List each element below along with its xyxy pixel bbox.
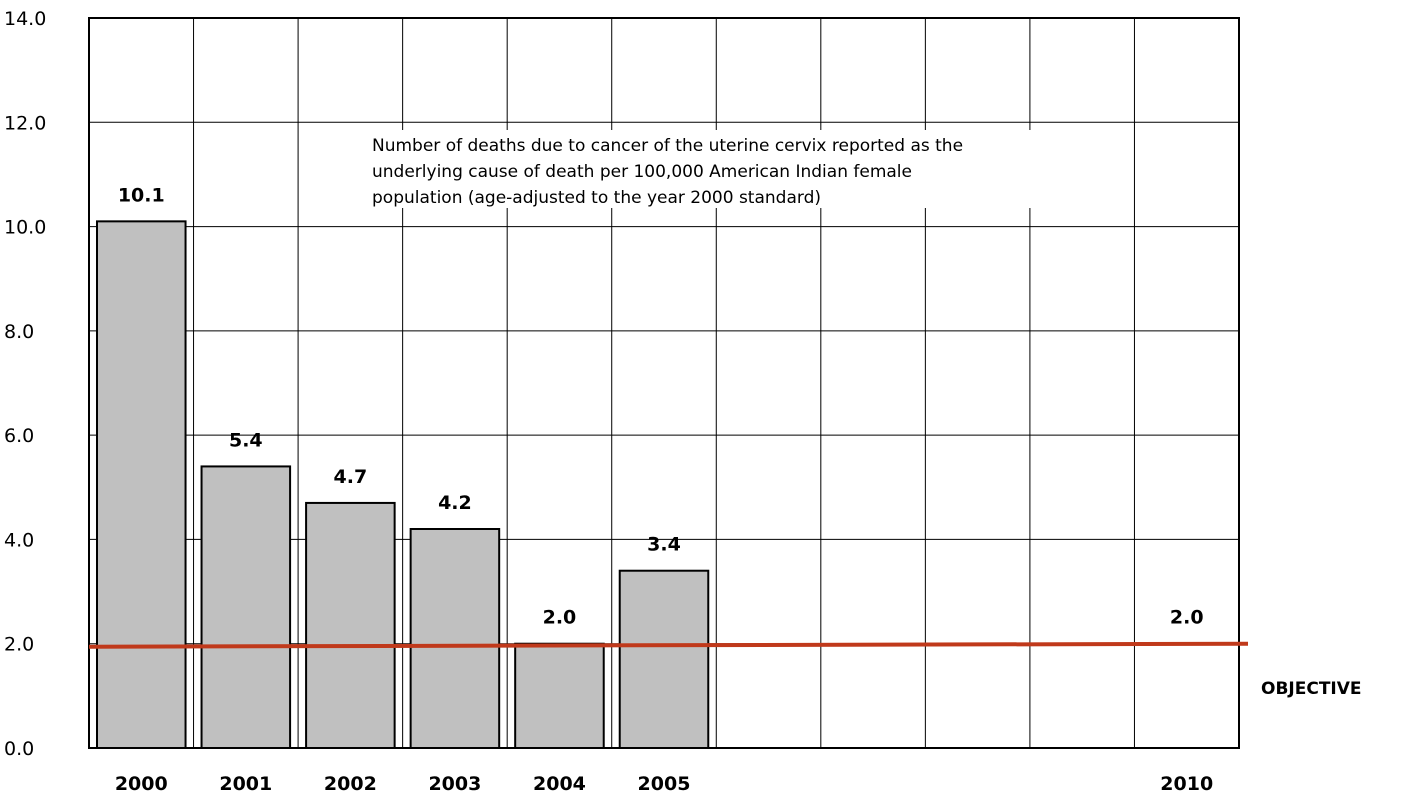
y-tick-label: 12.0 — [4, 112, 46, 134]
value-label-2003: 4.2 — [438, 492, 472, 514]
bar-2000 — [96, 220, 187, 750]
x-tick-label-2001: 2001 — [219, 773, 272, 795]
bar-2001 — [200, 465, 292, 749]
objective-label: OBJECTIVE — [1261, 679, 1362, 699]
objective-line — [88, 641, 1249, 649]
value-labels: 10.1 5.4 4.7 4.2 2.0 3.4 — [118, 184, 681, 628]
bar-2002 — [305, 501, 396, 749]
bars — [96, 220, 710, 750]
y-tick-label: 2.0 — [4, 634, 34, 656]
x-tick-label-2004: 2004 — [533, 773, 586, 795]
bar-2005 — [618, 569, 710, 750]
annotation-line-2: underlying cause of death per 100,000 Am… — [372, 162, 912, 182]
y-tick-label: 4.0 — [4, 529, 34, 551]
value-label-2000: 10.1 — [118, 184, 165, 206]
x-tick-label-2000: 2000 — [115, 773, 168, 795]
x-tick-label-2003: 2003 — [428, 773, 481, 795]
y-tick-label: 6.0 — [4, 425, 34, 447]
y-tick-label: 0.0 — [4, 738, 34, 760]
x-tick-label-2005: 2005 — [638, 773, 691, 795]
y-tick-label: 14.0 — [4, 8, 46, 30]
value-label-2005: 3.4 — [647, 534, 681, 556]
value-label-2002: 4.7 — [334, 466, 368, 488]
x-tick-label-2002: 2002 — [324, 773, 377, 795]
annotation-line-3: population (age-adjusted to the year 200… — [372, 188, 821, 208]
objective-value-label: 2.0 — [1170, 607, 1204, 629]
y-axis: 0.0 2.0 4.0 6.0 8.0 10.0 12.0 14.0 — [4, 8, 46, 760]
annotation-background — [366, 130, 1128, 208]
annotation-line-1: Number of deaths due to cancer of the ut… — [372, 136, 963, 156]
x-tick-label-2010: 2010 — [1160, 773, 1213, 795]
y-tick-label: 8.0 — [4, 321, 34, 343]
value-label-2001: 5.4 — [229, 429, 263, 451]
plot-frame — [88, 17, 1240, 749]
bar-2004 — [514, 642, 605, 750]
value-label-2004: 2.0 — [543, 607, 577, 629]
bar-2003 — [409, 528, 501, 749]
x-axis: 2000 2001 2002 2003 2004 2005 2010 — [115, 773, 1213, 795]
y-tick-label: 10.0 — [4, 217, 46, 239]
